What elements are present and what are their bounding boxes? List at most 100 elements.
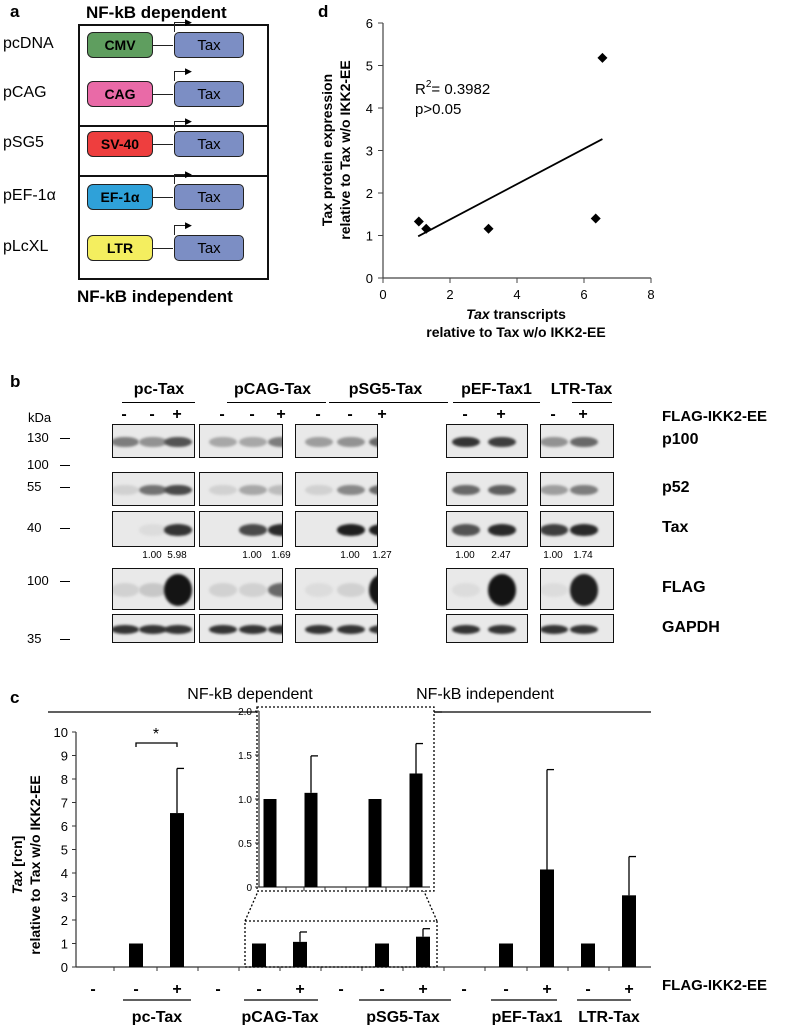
blot-panel xyxy=(112,472,195,506)
protein-band xyxy=(164,524,192,536)
protein-band xyxy=(139,436,167,448)
quant-value: 1.00 xyxy=(242,550,262,561)
blot-group-name: pEF-Tax1 xyxy=(461,381,532,398)
bar xyxy=(293,941,307,967)
protein-band xyxy=(452,484,480,496)
blot-panel xyxy=(295,424,378,458)
mw-marker-label: 100 xyxy=(27,457,49,472)
inset-y-tick-label: 2.0 xyxy=(238,707,252,718)
scatter-y-tick-label: 5 xyxy=(366,59,373,74)
lane-sign: - xyxy=(315,406,321,423)
data-point-diamond xyxy=(421,223,432,234)
tax-gene-box: Tax xyxy=(174,81,244,107)
data-point-diamond xyxy=(483,223,494,234)
inset-y-tick-label: 1.0 xyxy=(238,795,252,806)
inset-y-tick-label: 1.5 xyxy=(238,751,252,762)
bar-y-tick-label: 4 xyxy=(61,866,68,881)
bar xyxy=(540,869,554,967)
construct-name: pEF-1α xyxy=(3,187,56,204)
bar-lane-sign: + xyxy=(542,981,551,998)
tss-arrowhead-icon: ▶ xyxy=(185,116,192,126)
protein-band xyxy=(488,624,516,635)
blot-row-label: Tax xyxy=(662,519,689,536)
protein-band xyxy=(113,436,139,448)
bar-group-label: pc-Tax xyxy=(132,1009,182,1025)
lane-sign: + xyxy=(172,406,182,423)
protein-band xyxy=(268,436,282,448)
blot-panel xyxy=(540,614,614,643)
bar-y-tick-label: 0 xyxy=(61,960,68,975)
blot-panel xyxy=(199,568,283,610)
quant-value: 2.47 xyxy=(491,550,511,561)
blot-panel xyxy=(112,511,195,547)
lane-sign: - xyxy=(121,406,127,423)
bar-lane-sign: + xyxy=(624,981,633,998)
bar-lane-sign: - xyxy=(585,981,590,998)
independent-group-box xyxy=(78,125,269,280)
protein-band xyxy=(337,524,365,536)
protein-band xyxy=(488,524,516,536)
lane-sign: + xyxy=(377,406,387,423)
blot-panel xyxy=(540,424,614,458)
protein-band xyxy=(139,583,167,597)
bar-lane-sign: - xyxy=(379,981,384,998)
blot-panel xyxy=(295,568,378,610)
construct-name: pcDNA xyxy=(3,35,54,52)
blot-group-underline xyxy=(227,402,326,403)
scatter-x-tick-label: 2 xyxy=(446,287,453,302)
blot-panel xyxy=(446,424,528,458)
bar-lane-sign: + xyxy=(418,981,427,998)
lane-sign: - xyxy=(219,406,225,423)
scatter-xlabel-2: relative to Tax w/o IKK2-EE xyxy=(426,324,605,340)
protein-band xyxy=(570,624,598,635)
tss-arrow-shaft xyxy=(174,121,186,122)
protein-band xyxy=(541,524,568,536)
tss-arrow-stem xyxy=(174,121,175,131)
bar xyxy=(622,895,636,967)
bar xyxy=(416,936,430,967)
bar-y-tick-label: 2 xyxy=(61,913,68,928)
protein-band xyxy=(239,484,267,496)
protein-band xyxy=(570,484,598,496)
inset-bar xyxy=(263,799,277,887)
quant-value: 1.00 xyxy=(142,550,162,561)
protein-band xyxy=(337,484,365,496)
tss-arrow-stem xyxy=(174,22,175,32)
protein-band xyxy=(268,583,282,597)
tax-gene-box: Tax xyxy=(174,131,244,157)
protein-band xyxy=(570,436,598,448)
mw-marker-tick xyxy=(60,639,70,640)
quant-value: 1.74 xyxy=(573,550,593,561)
protein-band xyxy=(113,624,139,635)
protein-band xyxy=(369,484,377,496)
bar xyxy=(252,943,266,967)
blot-panel xyxy=(295,614,378,643)
tss-arrowhead-icon: ▶ xyxy=(185,220,192,230)
lane-sign: - xyxy=(462,406,468,423)
blot-panel xyxy=(112,614,195,643)
protein-band xyxy=(305,624,333,635)
protein-band xyxy=(305,484,333,496)
scatter-xlabel-1: Tax transcripts xyxy=(466,306,566,322)
blot-row-label: GAPDH xyxy=(662,618,720,636)
construct-name: pSG5 xyxy=(3,134,44,151)
protein-band xyxy=(337,436,365,448)
bar-treatment-label: FLAG-IKK2-EE xyxy=(662,977,767,994)
blot-treatment-label: FLAG-IKK2-EE xyxy=(662,408,767,425)
protein-band xyxy=(209,624,237,635)
mw-marker-tick xyxy=(60,438,70,439)
protein-band xyxy=(369,574,377,606)
bar-chart: NF-kB dependent NF-kB independent Tax [r… xyxy=(9,686,767,1025)
bar-lane-sign: - xyxy=(503,981,508,998)
bar-lane-sign: - xyxy=(90,981,95,998)
protein-band xyxy=(139,624,167,635)
protein-band xyxy=(305,436,333,448)
scatter-x-tick-label: 4 xyxy=(513,287,520,302)
tss-arrowhead-icon: ▶ xyxy=(185,17,192,27)
mw-marker-label: 55 xyxy=(27,479,42,494)
quant-value: 5.98 xyxy=(167,550,187,561)
scatter-y-tick-label: 4 xyxy=(366,101,373,116)
panel-c-label: c xyxy=(10,688,20,707)
mw-marker-label: 35 xyxy=(27,631,42,646)
blot-panel xyxy=(295,511,378,547)
